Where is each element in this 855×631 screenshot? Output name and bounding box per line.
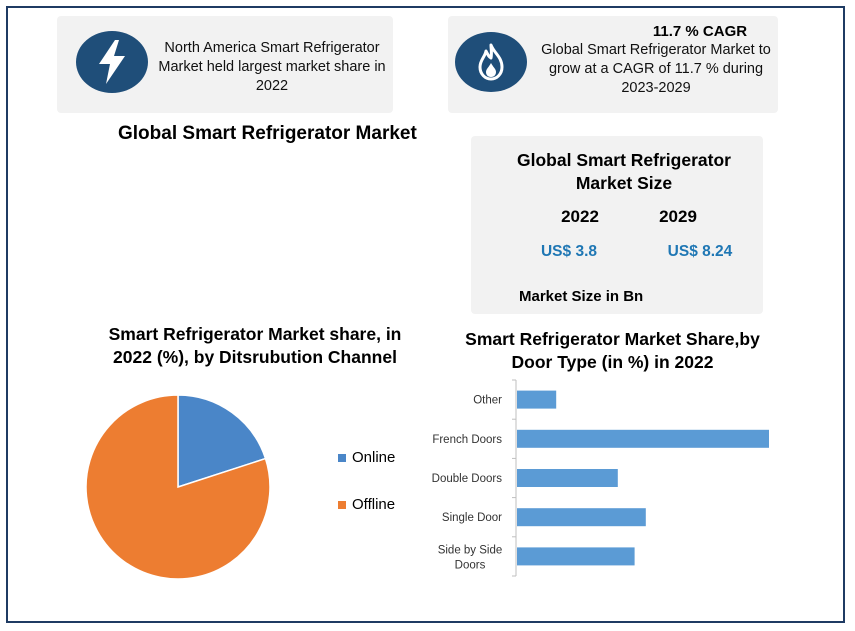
- bar-category-label: Double Doors: [432, 473, 503, 485]
- flame-icon: [455, 32, 527, 92]
- bar-single-door: [517, 508, 646, 527]
- legend-online: Online: [338, 449, 395, 466]
- region-share-text: North America Smart Refrigerator Market …: [158, 40, 386, 94]
- legend-online-swatch: [338, 453, 346, 462]
- legend-offline: Offline: [338, 496, 395, 513]
- legend-online-label: Online: [352, 449, 396, 466]
- main-title: Global Smart Refrigerator Market: [118, 123, 417, 144]
- bar-chart: Other French Doors Double Doors Single Door…: [432, 379, 769, 577]
- infographic-frame: [6, 6, 845, 623]
- bar-category-label: Other: [473, 395, 502, 407]
- market-size-note: Market Size in Bn: [519, 288, 644, 305]
- pie-chart-title: Smart Refrigerator Market share, in 2022…: [108, 324, 402, 367]
- market-size-card: [471, 136, 763, 314]
- legend-offline-swatch: [338, 500, 346, 509]
- year-2029-label: 2029: [659, 207, 697, 226]
- bar-french-doors: [517, 429, 769, 448]
- lightning-bolt-icon: [76, 31, 148, 93]
- legend-offline-label: Offline: [352, 496, 396, 513]
- market-size-title: Global Smart Refrigerator Market Size: [517, 150, 731, 193]
- bar-double-doors: [517, 469, 618, 487]
- pie-slice-offline: [85, 394, 271, 580]
- value-2022: US$ 3.8: [540, 243, 597, 260]
- pie-slice-online: [177, 394, 267, 489]
- bar-side-by-side-doors: [517, 547, 635, 566]
- bar-category-label: Side by Side Doors: [438, 544, 503, 571]
- bar-chart-title: Smart Refrigerator Market Share,by Door …: [465, 329, 760, 372]
- year-2022-label: 2022: [561, 207, 599, 226]
- bar-category-label: French Doors: [432, 434, 502, 446]
- bar-other: [517, 390, 557, 409]
- value-2029: US$ 8.24: [667, 243, 733, 260]
- cagr-text: Global Smart Refrigerator Market to grow…: [541, 42, 771, 96]
- cagr-headline: 11.7 % CAGR: [652, 23, 748, 40]
- pie-chart: [85, 394, 271, 580]
- bar-category-label: Single Door: [442, 512, 502, 524]
